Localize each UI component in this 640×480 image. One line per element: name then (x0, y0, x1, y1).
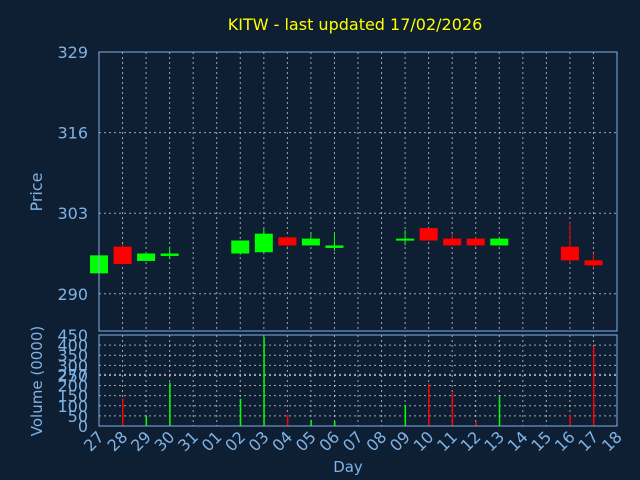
day-x-ticks: 2728293031010203040506070809101112131415… (80, 427, 626, 455)
candle-body (490, 238, 509, 246)
candlesticks (90, 222, 603, 276)
candle-body (325, 245, 344, 248)
volume-tick-label: 200 (57, 377, 88, 396)
price-gridlines (98, 51, 618, 375)
candle-body (396, 238, 415, 241)
volume-bar (239, 398, 242, 426)
volume-bar (451, 392, 454, 426)
volume-bar (404, 404, 407, 426)
volume-bar (428, 383, 430, 426)
volume-bar (498, 396, 501, 426)
candle-body (137, 253, 156, 261)
candle-body (113, 246, 132, 265)
candle-body (443, 238, 462, 246)
x-axis-label: Day (333, 458, 363, 476)
candle-body (231, 240, 250, 254)
volume-bar (145, 415, 148, 426)
volume-tick-label: 400 (57, 336, 88, 355)
candle-body (160, 253, 179, 256)
price-tick-label: 277 (57, 365, 88, 384)
candle-body (419, 228, 438, 241)
volume-bar (475, 421, 477, 426)
volume-plot-frame (98, 334, 618, 427)
candle-body (560, 246, 579, 261)
volume-tick-label: 350 (57, 346, 88, 365)
volume-bars (122, 337, 595, 426)
volume-bar (569, 414, 571, 426)
volume-tick-label: 0 (78, 417, 88, 436)
volume-tick-label: 300 (57, 356, 88, 375)
volume-bar (169, 382, 171, 426)
volume-tick-label: 100 (57, 397, 88, 416)
price-y-label: Price (27, 172, 46, 211)
volume-tick-label: 150 (57, 387, 88, 406)
volume-bar (263, 337, 265, 426)
chart-title: KITW - last updated 17/02/2026 (228, 15, 483, 34)
candle-body (584, 260, 603, 266)
volume-tick-label: 50 (68, 407, 88, 426)
volume-bar (310, 419, 312, 426)
volume-bar (333, 420, 336, 426)
volume-tick-label: 250 (57, 366, 88, 385)
volume-bar (286, 414, 289, 426)
price-y-ticks: 329 316 303 290 277 (57, 43, 88, 384)
candle-body (254, 233, 273, 253)
volume-y-label: Volume (0000) (28, 326, 46, 436)
candle-body (278, 237, 297, 246)
volume-tick-label: 450 (57, 326, 88, 345)
candle-body (466, 238, 485, 246)
price-tick-label: 316 (57, 124, 88, 143)
price-tick-label: 303 (57, 204, 88, 223)
candle-body (301, 238, 320, 246)
price-plot-frame (98, 51, 618, 332)
volume-bar (592, 346, 595, 426)
price-tick-label: 329 (57, 43, 88, 62)
price-tick-label: 290 (57, 285, 88, 304)
volume-bar (122, 398, 124, 426)
